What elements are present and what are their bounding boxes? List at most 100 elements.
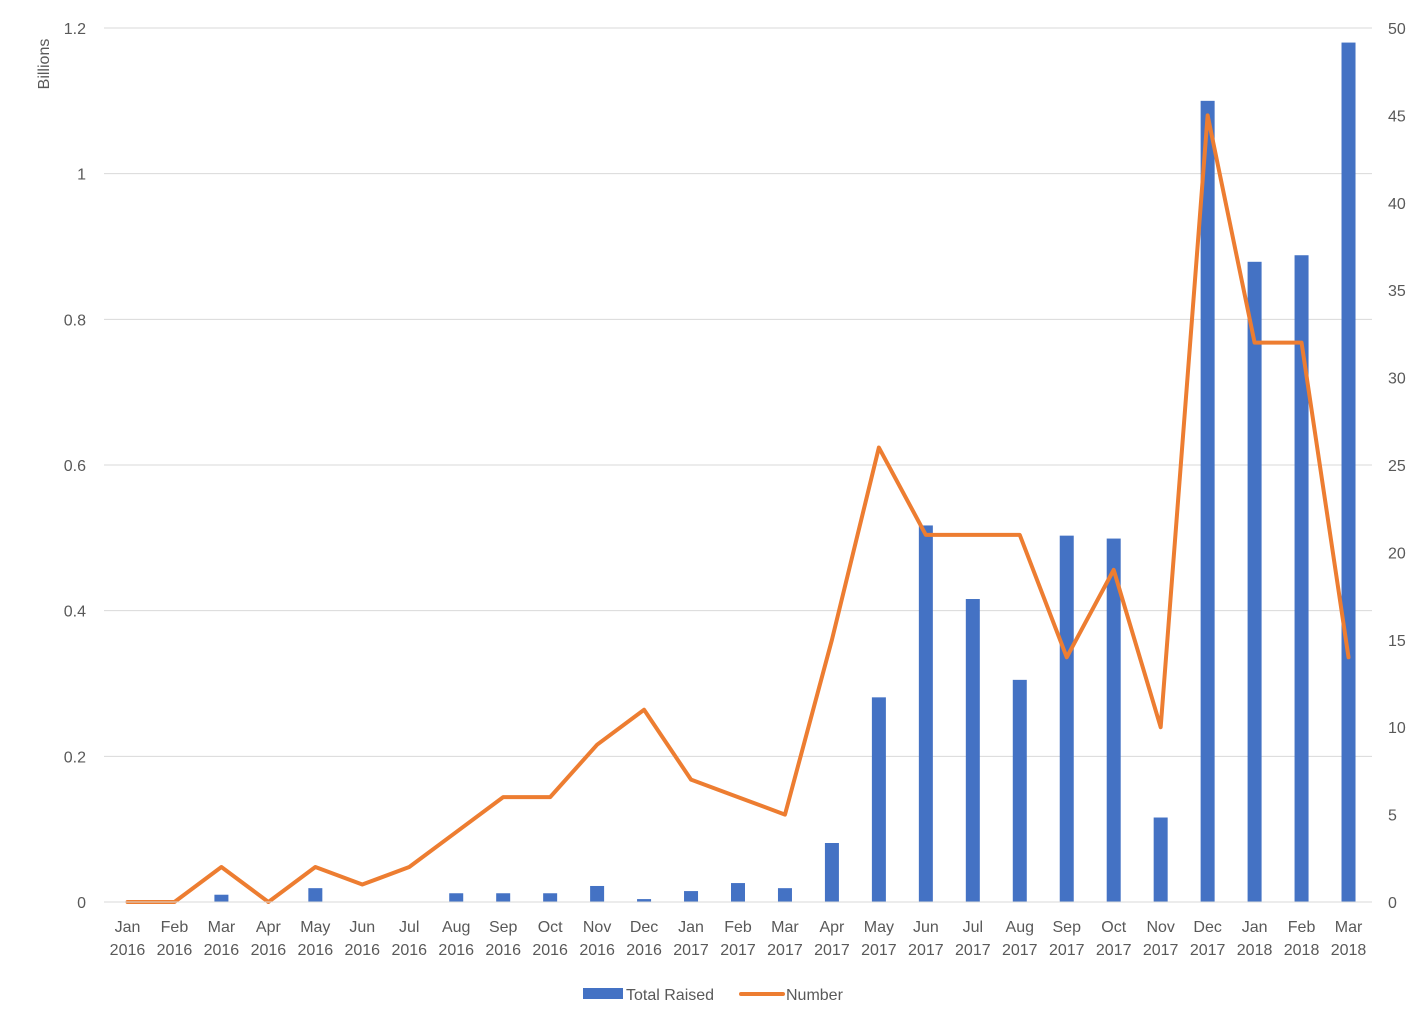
x-tick-label: May (864, 919, 894, 936)
right-tick-label: 20 (1388, 545, 1406, 562)
bar (308, 888, 323, 902)
legend-label-total-raised: Total Raised (626, 987, 714, 1004)
bar (1153, 817, 1168, 902)
x-tick-label: 2017 (1143, 942, 1179, 959)
x-axis: Jan 2016 Feb 2016 Mar 2016 Apr 2016 May 2016 Jun 20… (104, 901, 1372, 959)
x-tick-label: Nov (583, 919, 611, 936)
x-tick-label: Mar (771, 919, 799, 936)
x-tick-label: Nov (1146, 919, 1174, 936)
left-tick-label: 0.2 (64, 749, 86, 766)
x-tick-label: 2016 (110, 942, 146, 959)
bar (871, 697, 886, 902)
x-tick-label: Mar (208, 919, 236, 936)
left-tick-label: 1 (77, 167, 86, 184)
right-tick-label: 25 (1388, 458, 1406, 475)
x-tick-label: Mar (1335, 919, 1363, 936)
x-tick-label: 2017 (1049, 942, 1085, 959)
x-tick-label: 2016 (626, 942, 662, 959)
x-tick-label: 2016 (391, 942, 427, 959)
bar (1012, 679, 1027, 902)
x-tick-label: Oct (538, 919, 563, 936)
legend-label-number: Number (786, 987, 844, 1004)
right-tick-label: 5 (1388, 808, 1397, 825)
right-tick-label: 10 (1388, 720, 1406, 737)
bar (1341, 42, 1356, 903)
right-y-axis: 0 5 10 15 20 25 30 35 40 45 50 (1388, 21, 1406, 912)
x-tick-label: 2016 (344, 942, 380, 959)
x-tick-label: Jan (1242, 919, 1268, 936)
x-tick-label: Jul (963, 919, 983, 936)
x-tick-label: 2017 (955, 942, 991, 959)
bar-series-total-raised (214, 42, 1356, 903)
left-tick-label: 0.6 (64, 458, 86, 475)
x-tick-label: May (300, 919, 330, 936)
x-tick-label: 2016 (204, 942, 240, 959)
x-tick-label: Jul (399, 919, 419, 936)
left-tick-label: 1.2 (64, 21, 86, 38)
bar (1200, 100, 1215, 903)
x-tick-label: Dec (1193, 919, 1221, 936)
x-tick-label: Feb (161, 919, 189, 936)
series-line (125, 113, 1351, 904)
x-tick-label: 2016 (438, 942, 474, 959)
x-tick-label: 2017 (720, 942, 756, 959)
bar (777, 888, 792, 902)
right-tick-label: 50 (1388, 21, 1406, 38)
x-tick-label: 2018 (1284, 942, 1320, 959)
bar (1294, 255, 1309, 903)
x-tick-label: Aug (1006, 919, 1034, 936)
x-tick-label: Jun (913, 919, 939, 936)
legend-swatch-total-raised (583, 988, 623, 999)
x-tick-label: 2017 (1002, 942, 1038, 959)
x-tick-label: Oct (1101, 919, 1126, 936)
x-tick-label: 2017 (1096, 942, 1132, 959)
x-tick-label: Jun (349, 919, 375, 936)
bar (965, 599, 980, 902)
line-series-number (125, 113, 1351, 904)
x-tick-label: 2016 (298, 942, 334, 959)
bar (590, 885, 605, 902)
bar (1106, 538, 1121, 902)
x-tick-label: Apr (819, 919, 845, 936)
bar (731, 883, 745, 902)
x-tick-label: 2017 (1190, 942, 1226, 959)
x-tick-label: 2017 (861, 942, 897, 959)
right-tick-label: 30 (1388, 371, 1406, 388)
x-tick-label: 2017 (908, 942, 944, 959)
right-tick-label: 0 (1388, 895, 1397, 912)
x-tick-label: 2016 (251, 942, 287, 959)
bar (684, 891, 699, 902)
bar (543, 893, 558, 902)
x-tick-label: Sep (1053, 919, 1082, 936)
bar (214, 894, 229, 902)
x-tick-label: 2017 (673, 942, 709, 959)
x-tick-label: Feb (1288, 919, 1316, 936)
x-tick-label: 2018 (1331, 942, 1367, 959)
bar (637, 899, 652, 902)
x-tick-label: Aug (442, 919, 470, 936)
right-tick-label: 15 (1388, 633, 1406, 650)
x-tick-label: Jan (678, 919, 704, 936)
x-tick-label: Feb (724, 919, 752, 936)
right-tick-label: 40 (1388, 196, 1406, 213)
x-tick-label: 2016 (532, 942, 568, 959)
right-tick-label: 45 (1388, 108, 1406, 125)
x-tick-label: Sep (489, 919, 518, 936)
gridlines (104, 27, 1372, 903)
x-tick-label: 2018 (1237, 942, 1273, 959)
x-tick-label: 2016 (157, 942, 193, 959)
x-tick-label: 2017 (814, 942, 850, 959)
left-y-axis: 0 0.2 0.4 0.6 0.8 1 1.2 (64, 21, 86, 912)
x-tick-label: 2016 (485, 942, 521, 959)
x-tick-label: Dec (630, 919, 658, 936)
left-tick-label: 0.8 (64, 312, 86, 329)
bar (449, 893, 464, 902)
bar (918, 525, 933, 902)
x-tick-label: 2017 (767, 942, 803, 959)
legend: Total Raised Number (583, 987, 844, 1004)
x-tick-label: 2016 (579, 942, 615, 959)
bar (496, 893, 511, 902)
left-tick-label: 0.4 (64, 604, 86, 621)
